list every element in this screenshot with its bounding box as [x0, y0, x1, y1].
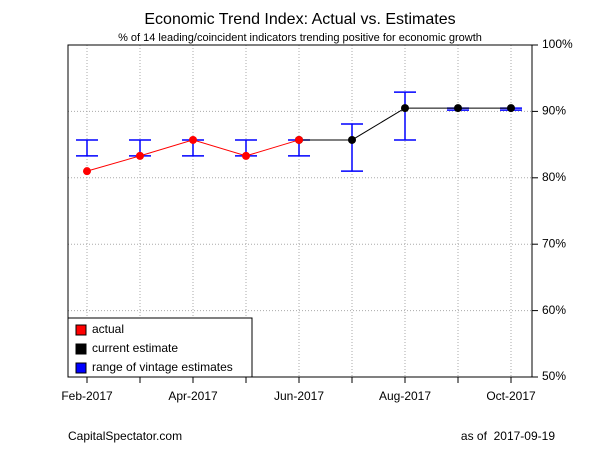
legend-label: actual — [92, 322, 124, 336]
chart-subtitle: % of 14 leading/coincident indicators tr… — [118, 32, 482, 44]
point — [507, 104, 515, 113]
legend-label: range of vintage estimates — [92, 360, 233, 374]
legend-swatch — [75, 362, 87, 374]
point — [401, 104, 409, 113]
x-tick-label: Apr-2017 — [168, 389, 218, 403]
y-tick-label: 100% — [542, 37, 573, 51]
y-tick-label: 80% — [542, 170, 566, 184]
point — [189, 135, 197, 144]
legend-swatch — [75, 343, 87, 355]
x-tick-label: Jun-2017 — [274, 389, 324, 403]
legend-swatch — [75, 324, 87, 336]
chart-title: Economic Trend Index: Actual vs. Estimat… — [144, 11, 455, 28]
point — [348, 135, 356, 144]
range-bar — [394, 91, 416, 141]
date-note: as of 2017-09-19 — [461, 429, 555, 443]
point — [136, 151, 144, 160]
y-tick-label: 60% — [542, 303, 566, 317]
point — [83, 167, 91, 176]
y-tick-label: 70% — [542, 236, 566, 250]
range-bar — [76, 139, 98, 157]
legend-frame — [67, 317, 253, 378]
point — [242, 151, 250, 160]
range-bar — [341, 123, 363, 172]
plot-frame — [67, 44, 533, 378]
y-tick-label: 50% — [542, 369, 566, 383]
point — [295, 135, 303, 144]
point — [454, 104, 462, 113]
y-tick-label: 90% — [542, 104, 566, 118]
legend-label: current estimate — [92, 341, 178, 355]
source: CapitalSpectator.com — [68, 429, 182, 443]
x-tick-label: Feb-2017 — [61, 389, 113, 403]
x-tick-label: Aug-2017 — [379, 389, 431, 403]
x-tick-label: Oct-2017 — [486, 389, 536, 403]
